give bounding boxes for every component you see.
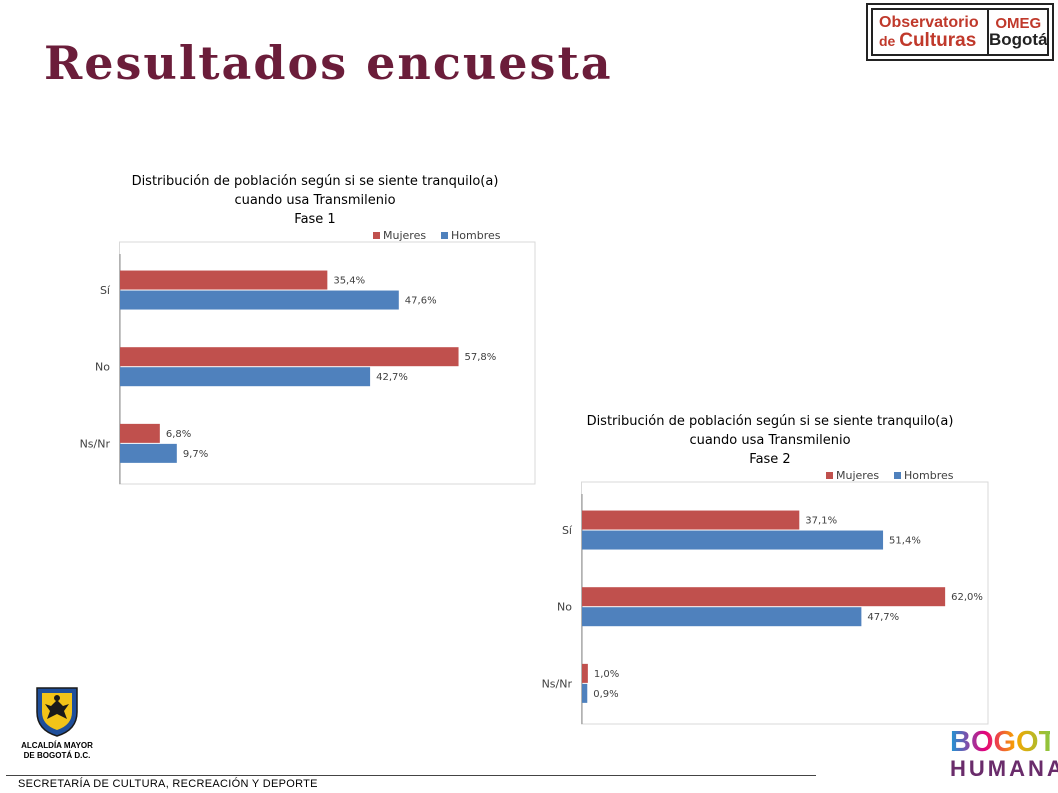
logo-observatorio-text: Observatorio [879, 13, 979, 31]
chart-1-data-label-mujeres-2: 6,8% [166, 429, 191, 440]
chart-1-legend-swatch-0 [373, 232, 380, 239]
chart-1-bar-mujeres-2 [120, 423, 160, 443]
alcaldia-line-2: DE BOGOTÁ D.C. [23, 751, 91, 760]
chart-2-category-label-0: Sí [562, 524, 573, 537]
chart-2-title-line-1: Distribución de población según si se si… [586, 414, 954, 429]
chart-fase-2: Distribución de población según si se si… [540, 412, 1000, 725]
chart-2-bar-hombres-0 [582, 530, 884, 550]
chart-2-title: Distribución de población según si se si… [540, 412, 1000, 469]
chart-2-data-label-mujeres-2: 1,0% [594, 669, 619, 680]
chart-2-title-line-2: cuando usa Transmilenio [689, 433, 851, 448]
chart-1-data-label-mujeres-1: 57,8% [465, 352, 497, 363]
chart-2-title-line-3: Fase 2 [749, 452, 791, 467]
chart-1-title-line-3: Fase 1 [294, 212, 336, 227]
logo-de-text: de [879, 32, 896, 49]
chart-1-bar-hombres-1 [120, 367, 371, 387]
chart-2-data-label-hombres-0: 51,4% [889, 536, 921, 547]
chart-2-data-label-mujeres-1: 62,0% [951, 592, 983, 603]
chart-1-bar-hombres-2 [120, 443, 177, 463]
chart-1-data-label-mujeres-0: 35,4% [333, 276, 365, 287]
chart-1-title-line-2: cuando usa Transmilenio [234, 193, 396, 208]
footer-divider [6, 775, 816, 776]
chart-2-legend-swatch-1 [894, 472, 901, 479]
chart-2-data-label-hombres-1: 47,7% [867, 612, 899, 623]
chart-1-legend-swatch-1 [441, 232, 448, 239]
chart-2-bar-hombres-1 [582, 607, 862, 627]
chart-2-bar-hombres-2 [582, 683, 588, 703]
chart-2-data-label-hombres-2: 0,9% [593, 689, 618, 700]
chart-1-data-label-hombres-1: 42,7% [376, 372, 408, 383]
chart-2-data-label-mujeres-0: 37,1% [805, 516, 837, 527]
chart-2-legend-swatch-0 [826, 472, 833, 479]
chart-2-category-label-1: No [557, 601, 572, 614]
chart-2-bar-mujeres-0 [582, 510, 800, 530]
chart-1-bar-hombres-0 [120, 290, 399, 310]
chart-1-category-label-1: No [95, 361, 110, 374]
chart-1-svg: Mujeres Hombres Sí 35,4% 47,6% No 57,8% 42,7% Ns… [80, 229, 536, 485]
chart-1-data-label-hombres-2: 9,7% [183, 449, 208, 460]
observatorio-culturas-logo: Observatorio de Culturas OMEG Bogotá [866, 3, 1054, 61]
chart-1-legend-label-1: Hombres [451, 229, 501, 242]
chart-1-category-label-2: Ns/Nr [80, 437, 111, 450]
chart-2-category-label-2: Ns/Nr [542, 677, 573, 690]
chart-2-bar-mujeres-1 [582, 587, 946, 607]
logo-omeg-text: OMEG [995, 15, 1042, 32]
chart-2-legend-label-1: Hombres [904, 469, 954, 482]
page-title: Resultados encuesta [44, 36, 613, 90]
chart-1-bar-mujeres-1 [120, 347, 459, 367]
chart-1-category-label-0: Sí [100, 284, 111, 297]
bogota-humana-line-1: BOGOTÁ [950, 726, 1058, 758]
logo-bogota-text: Bogotá [989, 30, 1048, 49]
chart-1-legend-label-0: Mujeres [383, 229, 426, 242]
bogota-humana-line-2: HUMANA [950, 756, 1058, 781]
alcaldia-line-1: ALCALDÍA MAYOR [21, 741, 93, 750]
chart-2-legend-label-0: Mujeres [836, 469, 879, 482]
chart-1-data-label-hombres-0: 47,6% [405, 296, 437, 307]
chart-fase-1: Distribución de población según si se si… [80, 172, 550, 485]
chart-2-bar-mujeres-2 [582, 663, 588, 683]
logo-culturas-text: Culturas [899, 29, 977, 51]
chart-2-svg: Mujeres Hombres Sí 37,1% 51,4% No 62,0% 47,7% Ns… [542, 469, 989, 725]
alcaldia-mayor-logo: ALCALDÍA MAYOR DE BOGOTÁ D.C. [14, 684, 100, 761]
chart-1-title: Distribución de población según si se si… [80, 172, 550, 229]
footer-text: SECRETARÍA DE CULTURA, RECREACIÓN Y DEPO… [18, 778, 318, 790]
bogota-shield-icon [36, 687, 78, 737]
bogota-humana-logo: BOGOTÁ HUMANA [950, 726, 1058, 781]
chart-1-title-line-1: Distribución de población según si se si… [131, 174, 499, 189]
chart-1-bar-mujeres-0 [120, 270, 328, 290]
